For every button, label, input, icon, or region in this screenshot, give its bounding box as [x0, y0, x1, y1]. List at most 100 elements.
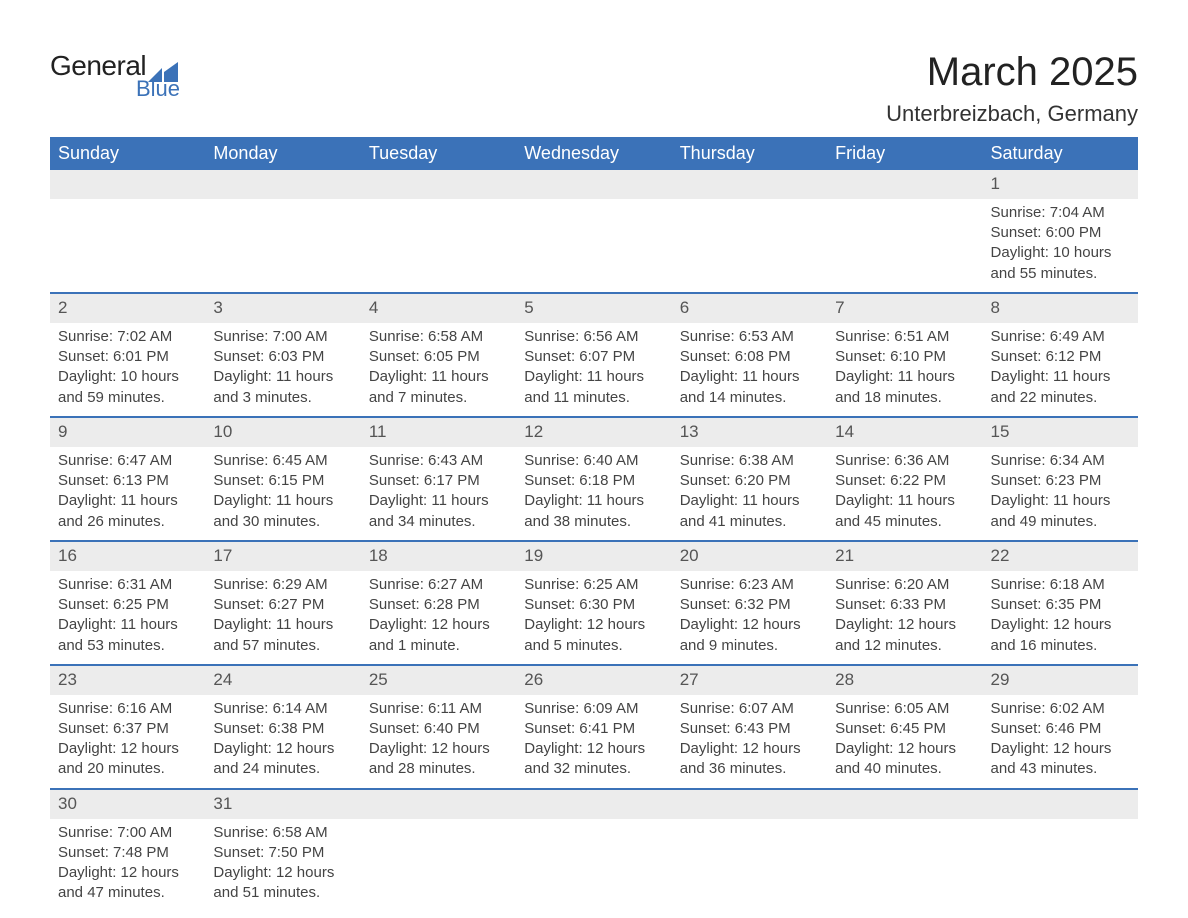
calendar-week-row: 16Sunrise: 6:31 AMSunset: 6:25 PMDayligh… [50, 541, 1138, 665]
sunset: Sunset: 6:41 PM [524, 719, 663, 739]
sunset: Sunset: 6:28 PM [369, 595, 508, 615]
day-body: Sunrise: 6:27 AMSunset: 6:28 PMDaylight:… [361, 571, 516, 664]
sunrise: Sunrise: 6:56 AM [524, 327, 663, 347]
day-number [50, 170, 205, 199]
daylight-line1: Daylight: 12 hours [680, 615, 819, 635]
daylight-line2: and 1 minute. [369, 636, 508, 656]
day-number: 1 [983, 170, 1138, 199]
daylight-line2: and 5 minutes. [524, 636, 663, 656]
col-monday: Monday [205, 137, 360, 170]
daylight-line1: Daylight: 12 hours [991, 615, 1130, 635]
sunrise: Sunrise: 6:34 AM [991, 451, 1130, 471]
day-number: 29 [983, 666, 1138, 695]
daylight-line2: and 16 minutes. [991, 636, 1130, 656]
calendar-cell: 18Sunrise: 6:27 AMSunset: 6:28 PMDayligh… [361, 541, 516, 665]
daylight-line2: and 30 minutes. [213, 512, 352, 532]
calendar-cell: 25Sunrise: 6:11 AMSunset: 6:40 PMDayligh… [361, 665, 516, 789]
day-number: 9 [50, 418, 205, 447]
day-body: Sunrise: 6:38 AMSunset: 6:20 PMDaylight:… [672, 447, 827, 540]
sunrise: Sunrise: 7:04 AM [991, 203, 1130, 223]
daylight-line1: Daylight: 12 hours [58, 863, 197, 883]
sunrise: Sunrise: 6:11 AM [369, 699, 508, 719]
calendar-cell: 16Sunrise: 6:31 AMSunset: 6:25 PMDayligh… [50, 541, 205, 665]
calendar-cell [50, 170, 205, 293]
daylight-line2: and 22 minutes. [991, 388, 1130, 408]
day-number: 18 [361, 542, 516, 571]
daylight-line2: and 38 minutes. [524, 512, 663, 532]
calendar-cell: 7Sunrise: 6:51 AMSunset: 6:10 PMDaylight… [827, 293, 982, 417]
calendar-cell: 11Sunrise: 6:43 AMSunset: 6:17 PMDayligh… [361, 417, 516, 541]
sunset: Sunset: 6:46 PM [991, 719, 1130, 739]
sunset: Sunset: 7:50 PM [213, 843, 352, 863]
daylight-line2: and 11 minutes. [524, 388, 663, 408]
day-number: 28 [827, 666, 982, 695]
daylight-line1: Daylight: 12 hours [213, 739, 352, 759]
day-body: Sunrise: 6:25 AMSunset: 6:30 PMDaylight:… [516, 571, 671, 664]
calendar-cell: 27Sunrise: 6:07 AMSunset: 6:43 PMDayligh… [672, 665, 827, 789]
daylight-line1: Daylight: 12 hours [58, 739, 197, 759]
calendar-cell: 2Sunrise: 7:02 AMSunset: 6:01 PMDaylight… [50, 293, 205, 417]
daylight-line2: and 12 minutes. [835, 636, 974, 656]
daylight-line1: Daylight: 10 hours [991, 243, 1130, 263]
sunset: Sunset: 6:30 PM [524, 595, 663, 615]
sunrise: Sunrise: 6:29 AM [213, 575, 352, 595]
col-saturday: Saturday [983, 137, 1138, 170]
day-number [516, 170, 671, 199]
day-number: 16 [50, 542, 205, 571]
day-body: Sunrise: 6:09 AMSunset: 6:41 PMDaylight:… [516, 695, 671, 788]
day-body: Sunrise: 6:43 AMSunset: 6:17 PMDaylight:… [361, 447, 516, 540]
day-number: 5 [516, 294, 671, 323]
day-body: Sunrise: 6:07 AMSunset: 6:43 PMDaylight:… [672, 695, 827, 788]
day-body: Sunrise: 6:16 AMSunset: 6:37 PMDaylight:… [50, 695, 205, 788]
calendar-cell [827, 170, 982, 293]
sunset: Sunset: 6:33 PM [835, 595, 974, 615]
sunrise: Sunrise: 6:18 AM [991, 575, 1130, 595]
daylight-line2: and 3 minutes. [213, 388, 352, 408]
daylight-line2: and 26 minutes. [58, 512, 197, 532]
daylight-line1: Daylight: 11 hours [680, 367, 819, 387]
daylight-line1: Daylight: 11 hours [991, 367, 1130, 387]
day-number [672, 170, 827, 199]
day-body: Sunrise: 6:05 AMSunset: 6:45 PMDaylight:… [827, 695, 982, 788]
calendar-cell [983, 789, 1138, 912]
sunset: Sunset: 6:01 PM [58, 347, 197, 367]
day-number: 21 [827, 542, 982, 571]
daylight-line1: Daylight: 11 hours [58, 615, 197, 635]
calendar-cell [672, 789, 827, 912]
day-body: Sunrise: 6:53 AMSunset: 6:08 PMDaylight:… [672, 323, 827, 416]
daylight-line1: Daylight: 12 hours [213, 863, 352, 883]
daylight-line2: and 43 minutes. [991, 759, 1130, 779]
day-number: 3 [205, 294, 360, 323]
day-body: Sunrise: 6:36 AMSunset: 6:22 PMDaylight:… [827, 447, 982, 540]
day-number [827, 790, 982, 819]
calendar-header-row: Sunday Monday Tuesday Wednesday Thursday… [50, 137, 1138, 170]
calendar-week-row: 30Sunrise: 7:00 AMSunset: 7:48 PMDayligh… [50, 789, 1138, 912]
day-number: 22 [983, 542, 1138, 571]
day-body: Sunrise: 7:00 AMSunset: 7:48 PMDaylight:… [50, 819, 205, 912]
day-number [361, 170, 516, 199]
sunrise: Sunrise: 6:07 AM [680, 699, 819, 719]
calendar-cell: 12Sunrise: 6:40 AMSunset: 6:18 PMDayligh… [516, 417, 671, 541]
daylight-line1: Daylight: 11 hours [835, 491, 974, 511]
sunrise: Sunrise: 6:36 AM [835, 451, 974, 471]
day-body: Sunrise: 6:34 AMSunset: 6:23 PMDaylight:… [983, 447, 1138, 540]
day-body: Sunrise: 6:18 AMSunset: 6:35 PMDaylight:… [983, 571, 1138, 664]
day-number: 15 [983, 418, 1138, 447]
sunrise: Sunrise: 6:45 AM [213, 451, 352, 471]
calendar-cell [516, 789, 671, 912]
location-label: Unterbreizbach, Germany [886, 101, 1138, 127]
calendar-cell: 1Sunrise: 7:04 AMSunset: 6:00 PMDaylight… [983, 170, 1138, 293]
sunset: Sunset: 7:48 PM [58, 843, 197, 863]
day-number: 17 [205, 542, 360, 571]
daylight-line1: Daylight: 11 hours [213, 367, 352, 387]
day-number [672, 790, 827, 819]
day-body: Sunrise: 6:23 AMSunset: 6:32 PMDaylight:… [672, 571, 827, 664]
daylight-line1: Daylight: 12 hours [835, 615, 974, 635]
sunset: Sunset: 6:18 PM [524, 471, 663, 491]
day-number: 14 [827, 418, 982, 447]
daylight-line2: and 28 minutes. [369, 759, 508, 779]
col-wednesday: Wednesday [516, 137, 671, 170]
day-number: 7 [827, 294, 982, 323]
daylight-line2: and 57 minutes. [213, 636, 352, 656]
daylight-line1: Daylight: 12 hours [991, 739, 1130, 759]
